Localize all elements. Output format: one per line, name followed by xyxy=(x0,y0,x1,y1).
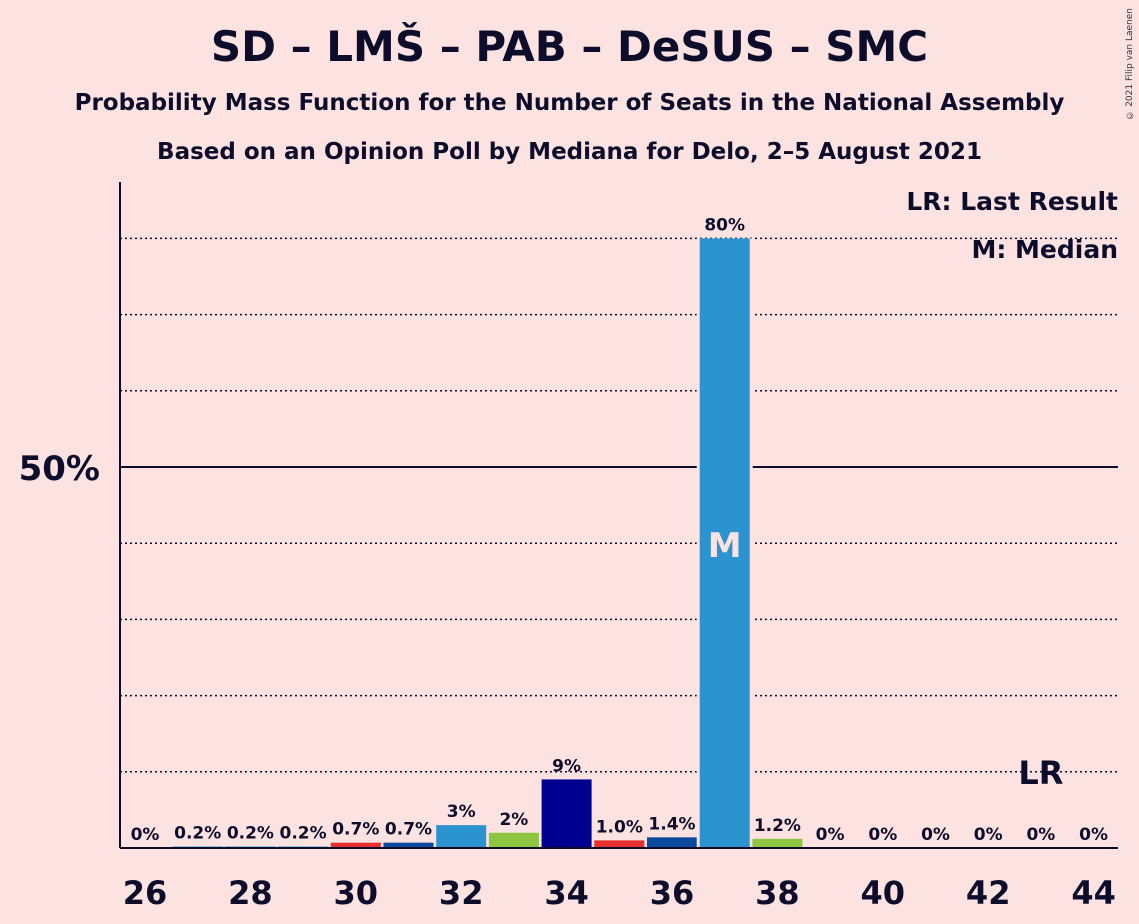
x-tick-label: 26 xyxy=(123,874,168,912)
bar-value-label: 0% xyxy=(1079,825,1108,845)
bar xyxy=(647,837,697,848)
legend-last-result: LR: Last Result xyxy=(906,187,1118,216)
bar xyxy=(594,840,645,848)
last-result-marker: LR xyxy=(1018,754,1063,792)
bar-value-label: 0% xyxy=(131,825,160,845)
bar-value-label: 3% xyxy=(447,802,476,822)
chart-title: SD – LMŠ – PAB – DeSUS – SMC xyxy=(210,22,929,71)
bar xyxy=(383,842,434,848)
chart-subtitle-2: Based on an Opinion Poll by Mediana for … xyxy=(157,139,982,165)
bar-value-label: 0% xyxy=(816,825,845,845)
bar-value-label: 0.2% xyxy=(227,823,274,843)
y-axis-label: 50% xyxy=(19,449,100,489)
x-tick-label: 32 xyxy=(439,874,484,912)
x-tick-label: 42 xyxy=(966,874,1011,912)
bar-value-label: 1.2% xyxy=(754,816,801,836)
bar xyxy=(436,825,487,848)
bar xyxy=(488,832,539,848)
bar-value-label: 0% xyxy=(868,825,897,845)
legend-median: M: Median xyxy=(971,235,1118,264)
bar xyxy=(699,238,750,848)
bar xyxy=(330,842,381,848)
bar-value-label: 0% xyxy=(921,825,950,845)
x-tick-label: 28 xyxy=(228,874,273,912)
bar-value-label: 1.4% xyxy=(648,814,695,834)
x-tick-label: 38 xyxy=(755,874,800,912)
x-tick-label: 30 xyxy=(334,874,379,912)
bar-value-label: 2% xyxy=(499,810,528,830)
bar-value-label: 0.2% xyxy=(280,823,327,843)
median-marker: M xyxy=(708,526,742,566)
chart-subtitle-1: Probability Mass Function for the Number… xyxy=(74,90,1065,116)
x-tick-label: 36 xyxy=(650,874,695,912)
x-tick-label: 44 xyxy=(1071,874,1116,912)
bar-value-label: 0% xyxy=(974,825,1003,845)
bar xyxy=(752,838,803,848)
bar-value-label: 9% xyxy=(552,756,581,776)
x-tick-label: 34 xyxy=(544,874,589,912)
bar-value-label: 0% xyxy=(1026,825,1055,845)
bar xyxy=(541,779,592,848)
bar-value-label: 0.7% xyxy=(332,820,379,840)
x-tick-label: 40 xyxy=(861,874,906,912)
bar-value-label: 0.7% xyxy=(385,820,432,840)
bar-value-label: 0.2% xyxy=(174,823,221,843)
bar-value-label: 1.0% xyxy=(596,817,643,837)
bar-value-label: 80% xyxy=(704,215,745,235)
